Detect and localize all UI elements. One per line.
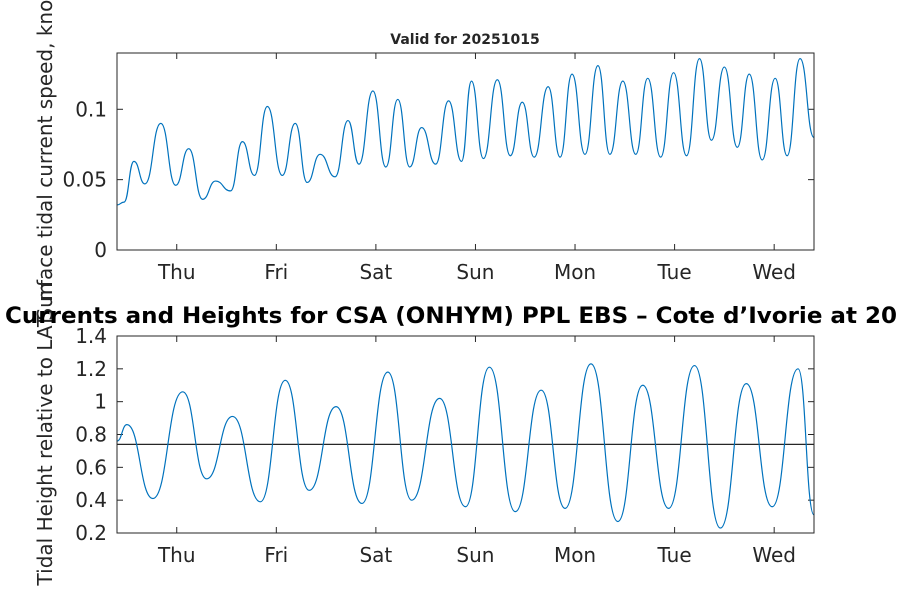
speed-series-line <box>116 58 815 206</box>
height-ticks: 0.2 0.4 0.6 0.8 1 1.2 1.4 Thu Fri Sat Sun Mon Tue Wed <box>75 324 814 567</box>
height-y-tick-label: 1.4 <box>75 324 107 348</box>
height-y-tick-label: 1 <box>94 390 107 414</box>
height-x-tick-label: Fri <box>264 543 288 567</box>
height-y-axis-label: Tidal Height relative to LAT, m <box>33 283 57 587</box>
height-y-tick-label: 1.2 <box>75 357 107 381</box>
speed-x-tick-label: Tue <box>657 260 692 284</box>
speed-x-tick-label: Sat <box>359 260 392 284</box>
height-x-tick-label: Tue <box>657 543 692 567</box>
speed-x-tick-label: Mon <box>554 260 596 284</box>
speed-x-tick-label: Wed <box>752 260 796 284</box>
speed-axes-box <box>116 52 815 251</box>
speed-chart-title: Valid for 20251015 <box>390 32 539 48</box>
height-y-tick-label: 0.6 <box>75 455 107 479</box>
speed-x-tick-label: Thu <box>157 260 196 284</box>
speed-x-tick-label: Sun <box>456 260 494 284</box>
height-axes-box <box>116 335 815 534</box>
main-title: Currents and Heights for CSA (ONHYM) PPL… <box>5 304 897 329</box>
height-y-tick-label: 0.2 <box>75 521 107 545</box>
speed-y-tick-label: 0.1 <box>75 97 107 121</box>
height-x-tick-label: Sat <box>359 543 392 567</box>
height-series-line <box>116 363 815 529</box>
height-x-tick-label: Thu <box>157 543 196 567</box>
height-chart: 0.2 0.4 0.6 0.8 1 1.2 1.4 Thu Fri Sat Sun Mon Tue Wed… <box>5 283 897 587</box>
speed-chart: Valid for 20251015 0 0.05 0.1 Thu Fri Sat Sun M… <box>33 0 815 321</box>
height-y-tick-label: 0.8 <box>75 423 107 447</box>
height-x-tick-label: Mon <box>554 543 596 567</box>
height-x-tick-label: Wed <box>752 543 796 567</box>
speed-y-tick-label: 0.05 <box>62 168 107 192</box>
speed-x-tick-label: Fri <box>264 260 288 284</box>
height-x-tick-label: Sun <box>456 543 494 567</box>
speed-y-tick-label: 0 <box>94 238 107 262</box>
height-y-tick-label: 0.4 <box>75 488 107 512</box>
speed-y-axis-label: Surface tidal current speed, knots <box>33 0 57 321</box>
speed-ticks: 0 0.05 0.1 Thu Fri Sat Sun Mon Tue Wed <box>62 53 814 284</box>
